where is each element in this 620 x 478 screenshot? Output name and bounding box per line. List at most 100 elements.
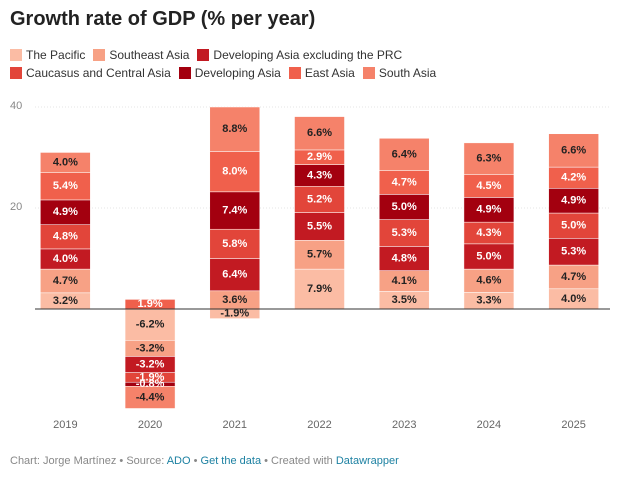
legend-label: South Asia [378,66,437,80]
legend-item: The Pacific [10,46,85,64]
value-label: 5.7% [307,249,332,261]
value-label: -3.2% [136,358,165,370]
bar-segment [209,228,261,259]
footer-text: • Created with [261,455,336,467]
bar-segment [40,199,91,225]
value-label: 4.0% [53,156,78,168]
value-label: 3.2% [53,295,78,307]
value-label: 7.4% [222,204,247,216]
legend-item: South Asia [362,64,437,82]
legend: The Pacific Southeast Asia Developing Asia… [10,46,570,82]
value-label: 5.2% [307,193,332,205]
value-label: 4.5% [476,180,501,192]
legend-item: Southeast Asia [93,46,189,64]
value-label: 6.3% [476,153,501,165]
value-label: 4.8% [53,231,78,243]
footer-link[interactable]: Get the data [200,455,262,467]
value-label: 5.8% [222,238,247,250]
bar-segment [548,133,599,168]
bar-segment [294,116,345,151]
value-label: 8.0% [222,166,247,178]
value-label: 4.0% [561,293,586,305]
bar-segment [124,386,176,409]
value-label: 2.9% [307,151,332,163]
bar-segment [209,191,261,230]
value-label: 7.9% [307,283,332,295]
legend-swatch [10,49,22,61]
value-label: 4.9% [476,204,501,216]
bar-segment [463,142,515,175]
value-label: 3.3% [476,295,501,307]
value-label: 5.3% [392,227,417,239]
footer-link[interactable]: ADO [166,455,191,467]
x-tick-label: 2023 [392,419,416,431]
value-label: 4.1% [392,275,417,287]
legend-item: Caucasus and Central Asia [10,64,171,82]
value-label: 4.9% [53,206,78,218]
value-label: -1.9% [220,308,249,320]
value-label: 4.2% [561,172,586,184]
x-tick-label: 2025 [561,419,585,431]
legend-item: Developing Asia excluding the PRC [197,46,402,64]
value-label: 3.6% [222,294,247,306]
value-label: 3.5% [392,294,417,306]
value-label: 6.4% [222,269,247,281]
legend-label: Developing Asia excluding the PRC [213,48,403,62]
bar-segment [378,219,430,247]
bar-segment [294,212,345,241]
value-label: 5.3% [561,246,586,258]
x-tick-label: 2019 [53,419,77,431]
bar-segment [548,188,599,214]
footer-text: Chart: Jorge Martínez • Source: [10,455,167,467]
value-label: -6.2% [136,319,165,331]
footer-text: • [190,455,201,467]
chart-title: Growth rate of GDP (% per year) [10,8,316,30]
legend-swatch [288,67,301,79]
value-label: 4.7% [392,176,417,188]
bar-segment [40,152,91,173]
legend-label: Southeast Asia [109,48,190,62]
value-label: 4.7% [561,271,586,283]
x-tick-label: 2021 [223,419,247,431]
legend-swatch [178,67,191,79]
value-label: 6.6% [561,144,586,156]
x-tick-label: 2022 [307,419,331,431]
x-tick-label: 2024 [477,419,501,431]
value-label: 4.3% [307,169,332,181]
value-label: -3.2% [136,342,165,354]
value-label: 1.9% [138,298,163,310]
value-label: -0.8% [136,378,165,390]
bar-segment [294,186,345,213]
legend-label: East Asia [304,66,355,80]
bar-segment [548,212,599,239]
footer: Chart: Jorge Martínez • Source: ADO • Ge… [10,455,399,467]
value-label: 8.8% [222,123,247,135]
value-label: 6.4% [392,148,417,160]
value-label: 4.8% [392,252,417,264]
legend-swatch [362,67,375,79]
bar-segment [124,308,176,341]
value-label: 5.0% [392,201,417,213]
bar-segment [548,238,599,266]
chart: 20 40 2019 2020 2021 2022 2023 2024 2025 3.2% 4.7%… [10,100,610,431]
legend-label: Caucasus and Central Asia [26,66,171,80]
bar-segment [209,106,261,152]
bar-segment [378,138,430,171]
footer-link[interactable]: Datawrapper [335,455,399,467]
bar-segment [463,197,515,223]
y-tick-label: 20 [10,201,22,213]
bar-segment [209,151,261,193]
x-tick-label: 2020 [138,419,162,431]
legend-swatch [93,49,106,61]
legend-item: East Asia [288,64,355,82]
value-label: -4.4% [136,391,165,403]
legend-label: Developing Asia [194,66,281,80]
value-label: 5.0% [561,220,586,232]
y-tick-label: 40 [10,100,22,112]
bar-segment [40,172,91,201]
value-label: 4.3% [476,227,501,239]
value-label: 4.7% [53,275,78,287]
bar-segment [378,246,430,271]
value-label: 5.4% [53,180,78,192]
